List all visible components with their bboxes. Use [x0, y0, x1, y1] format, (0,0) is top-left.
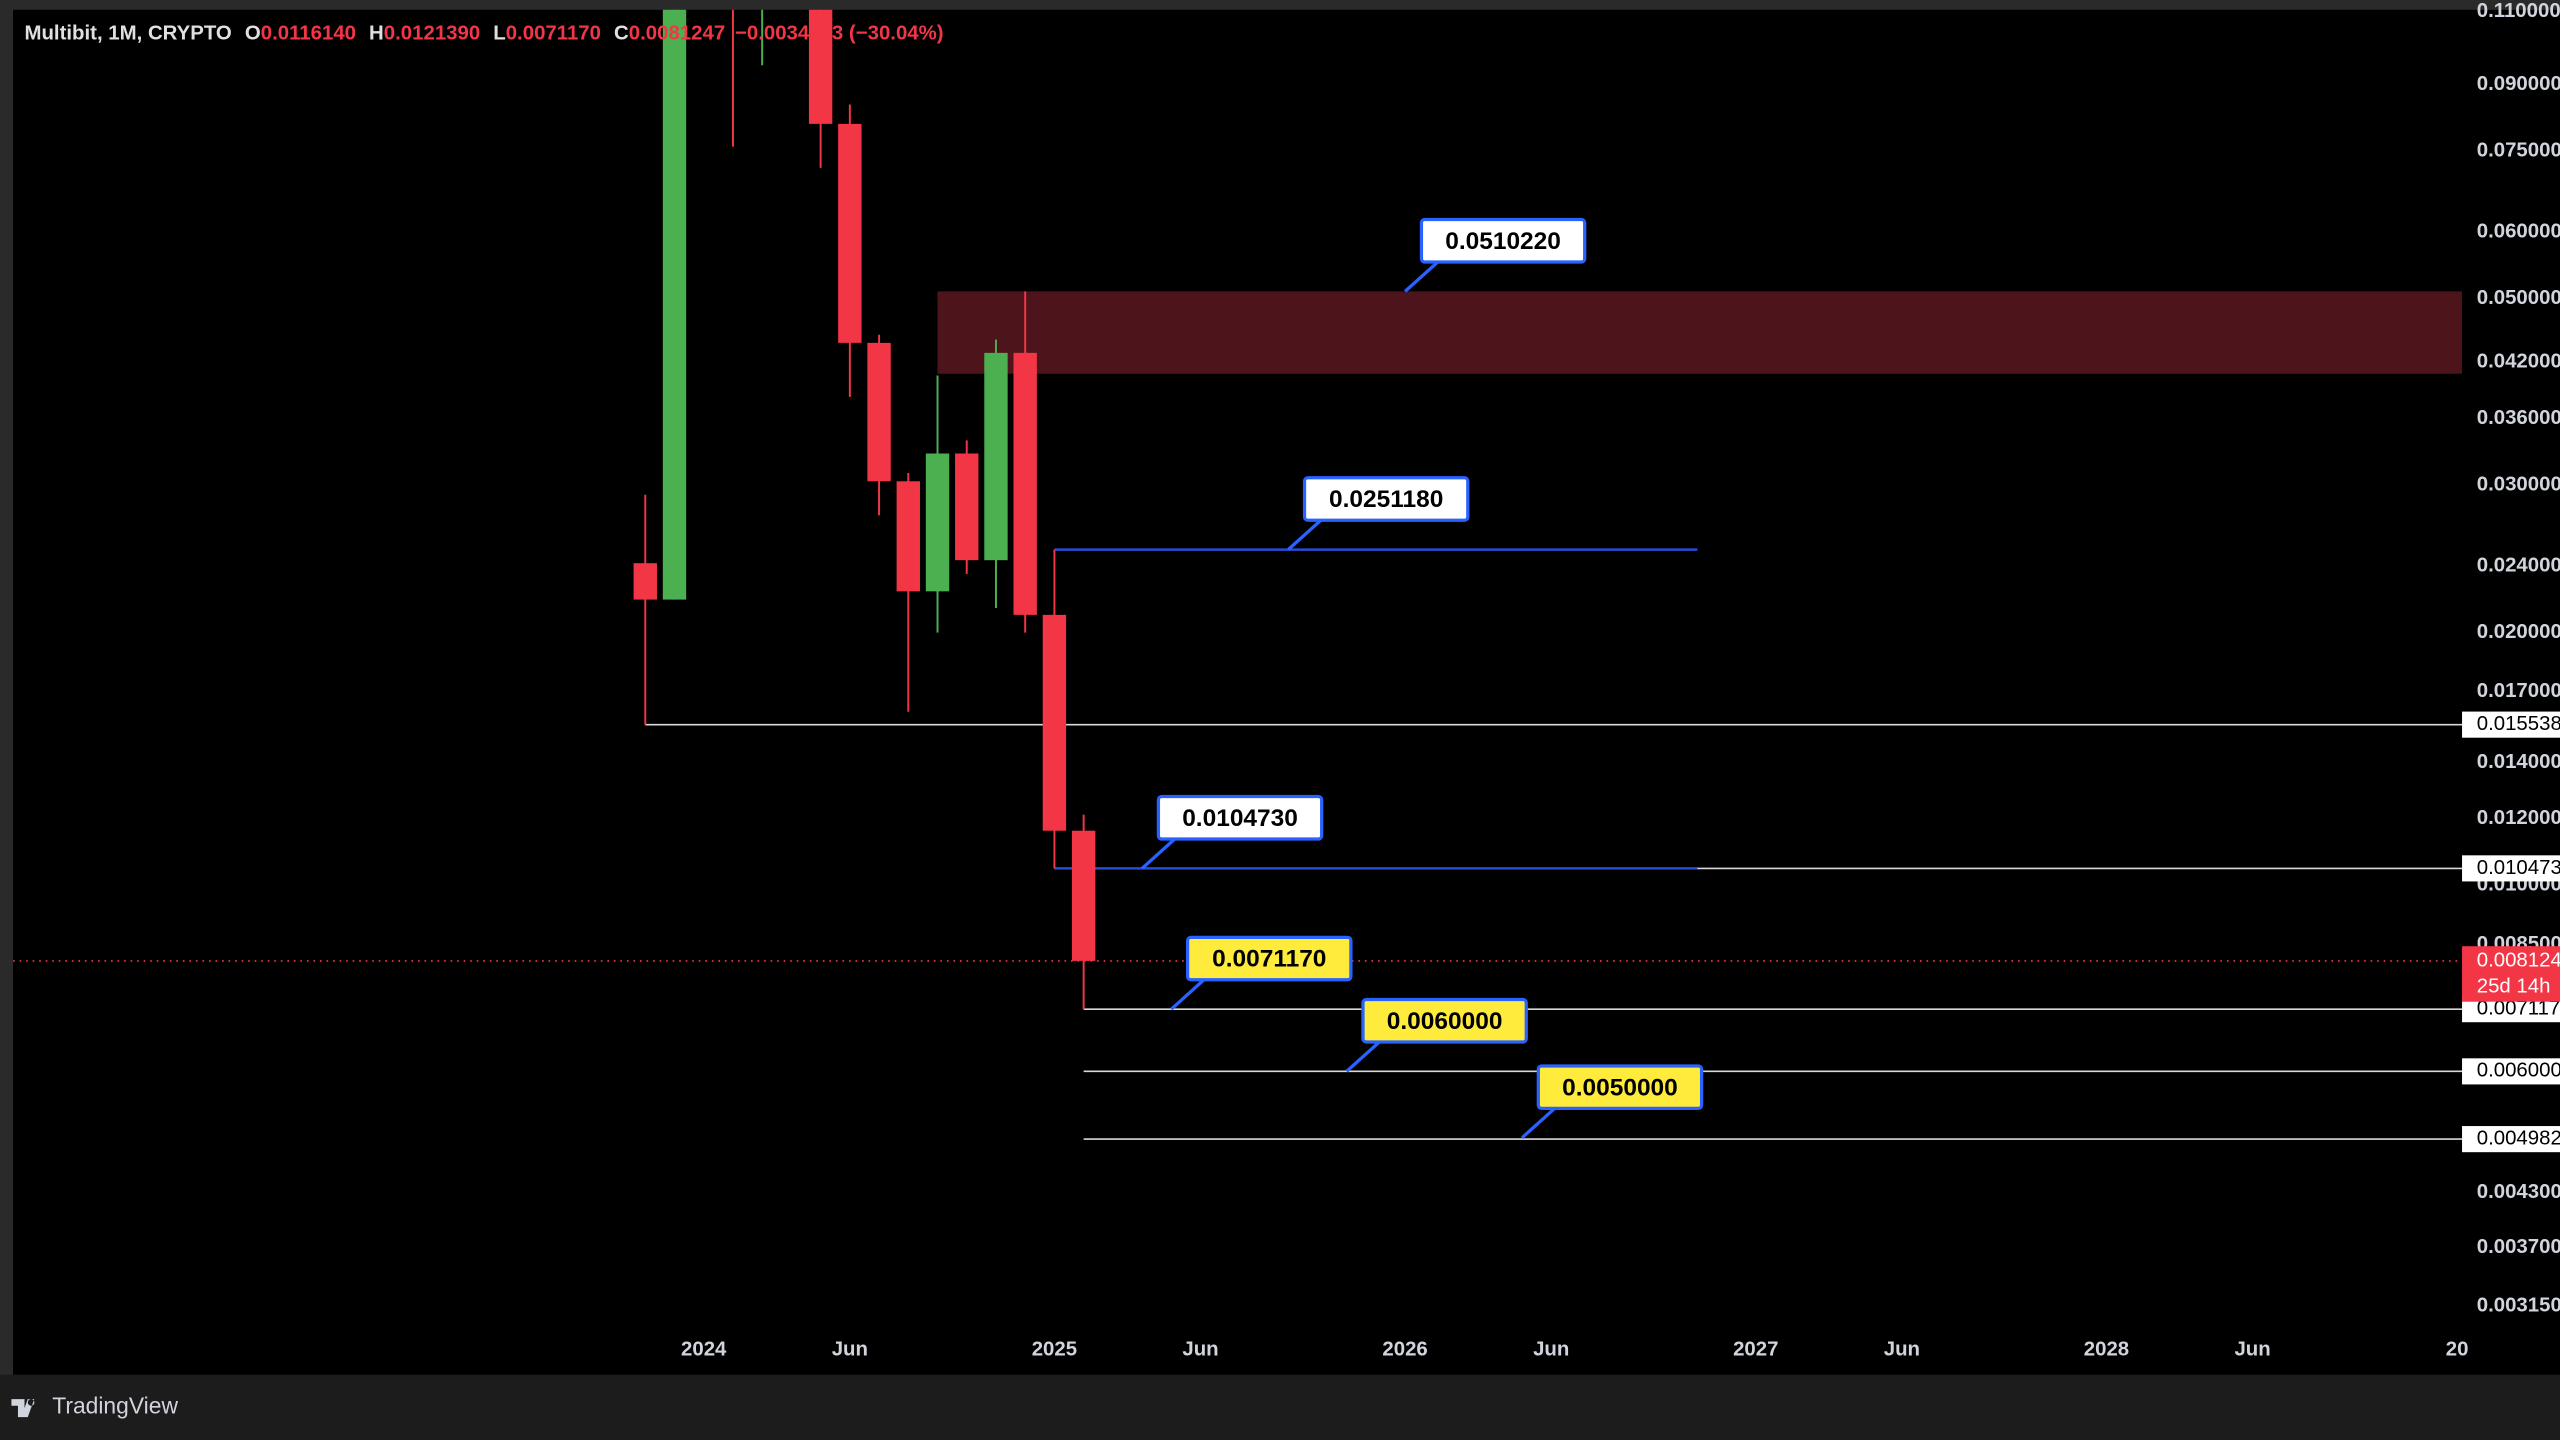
callout-box [1302, 476, 1470, 522]
price-axis: 0.110000 0.090000 0.075000 0.060000 0.050000… [2462, 0, 2560, 1317]
annotations: 0.0510220 0.0251180 0.0104730 0.0071170 0.00… [1140, 217, 1704, 1140]
price-label-box [2462, 1126, 2560, 1153]
ohlc-value: 0.0121390 [384, 23, 480, 45]
plot-area [13, 9, 2463, 1140]
y-tick-label: 0.042000 [2477, 351, 2560, 373]
logo [11, 1399, 35, 1418]
y-tick-label: 0.003700 [2477, 1236, 2560, 1258]
ohlc-value: 0.0081247 [629, 23, 725, 45]
y-tick-label: 0.020000 [2477, 621, 2560, 643]
price-label-box [2462, 711, 2560, 738]
callout-pointer [1520, 1107, 1556, 1140]
y-tick-label: 0.012000 [2477, 807, 2560, 829]
x-tick-label: Jun [1182, 1339, 1218, 1361]
candle-body [867, 342, 891, 482]
candle-body [1042, 614, 1067, 831]
callout-box [1156, 794, 1324, 841]
current-price-label: 0.008124 [2477, 949, 2560, 971]
left-border [0, 0, 14, 1440]
x-tick-label: Jun [832, 1339, 868, 1361]
callout-pointer [1140, 837, 1176, 870]
callout-box [1186, 935, 1353, 982]
y-tick-label: 0.110000 [2477, 0, 2560, 22]
price-label: 0.015538 [2477, 713, 2560, 735]
candle-body [1071, 830, 1096, 961]
x-tick-label: 2024 [681, 1339, 727, 1361]
ohlc-value: 0.0116140 [261, 23, 356, 45]
callout-pointer [1404, 260, 1439, 293]
top-border [0, 0, 2560, 10]
y-tick-label: 0.017000 [2477, 680, 2560, 702]
price-label: 0.006000 [2477, 1060, 2560, 1082]
ohlc-key: H [369, 23, 384, 45]
y-tick-label: 0.024000 [2477, 555, 2560, 577]
y-tick-label: 0.014000 [2477, 751, 2560, 773]
candle-body [955, 453, 979, 561]
resistance-zone [937, 291, 2463, 374]
x-tick-label: 2027 [1733, 1339, 1778, 1361]
brand: TradingView [52, 1392, 178, 1418]
x-tick-label: Jun [2234, 1339, 2270, 1361]
callout-box [1361, 997, 1528, 1044]
y-tick-label: 0.075000 [2477, 139, 2560, 161]
x-tick-label: 2028 [2084, 1339, 2129, 1361]
candle-body [808, 9, 833, 124]
callout-box [1419, 217, 1587, 264]
callout-box [1536, 1064, 1704, 1111]
price-label: 0.007117 [2477, 998, 2560, 1020]
price-label: 0.010473 [2477, 857, 2560, 879]
y-tick-label: 0.090000 [2477, 73, 2560, 95]
callout-label: 0.0510220 [1445, 228, 1561, 255]
y-tick-label: 0.003150 [2477, 1295, 2560, 1317]
candle-body [984, 352, 1008, 561]
x-tick-label: 2025 [1032, 1339, 1077, 1361]
y-tick-label: 0.050000 [2477, 287, 2560, 309]
y-tick-label: 0.030000 [2477, 473, 2560, 495]
ohlc-key: L [493, 23, 505, 45]
ohlc-key: C [614, 23, 629, 45]
y-tick-label: 0.004300 [2477, 1181, 2560, 1203]
candle-body [1013, 352, 1037, 615]
time-axis: 2024 Jun 2025 Jun 2026 Jun 2027 Jun 2028 Jun 20 [681, 1339, 2468, 1361]
callout-label: 0.0104730 [1182, 805, 1298, 832]
candle-body [925, 453, 950, 592]
callout-label: 0.0251180 [1329, 486, 1443, 513]
bottom-bar [0, 1374, 2560, 1440]
candle-body [896, 481, 920, 592]
x-tick-label: Jun [1533, 1339, 1569, 1361]
legend-header: Multibit, 1M, CRYPTO O0.0116140 H0.0121390… [24, 23, 943, 45]
y-tick-label: 0.060000 [2477, 221, 2560, 243]
x-tick-label: 20 [2446, 1339, 2469, 1361]
x-tick-label: Jun [1884, 1339, 1920, 1361]
callout-pointer [1345, 1040, 1381, 1073]
candle-body [633, 563, 657, 600]
current-price-box [2462, 946, 2560, 1002]
y-tick-label: 0.036000 [2477, 407, 2560, 429]
change: −0.0034893 (−30.04%) [735, 23, 944, 45]
symbol: Multibit, 1M, CRYPTO [24, 23, 231, 45]
price-label-box [2462, 1058, 2560, 1085]
price-label: 0.004982 [2477, 1128, 2560, 1150]
countdown: 25d 14h [2477, 975, 2551, 997]
callout-label: 0.0071170 [1212, 946, 1326, 973]
callout-label: 0.0050000 [1562, 1074, 1678, 1101]
callout-label: 0.0060000 [1387, 1008, 1503, 1035]
callout-pointer [1287, 519, 1322, 551]
ohlc-value: 0.0071170 [506, 23, 601, 45]
x-tick-label: 2026 [1382, 1339, 1427, 1361]
candle-body [662, 9, 687, 600]
ohlc-key: O [245, 23, 261, 45]
callout-pointer [1170, 978, 1206, 1011]
candle-body [838, 123, 862, 343]
price-label-box [2462, 855, 2560, 882]
